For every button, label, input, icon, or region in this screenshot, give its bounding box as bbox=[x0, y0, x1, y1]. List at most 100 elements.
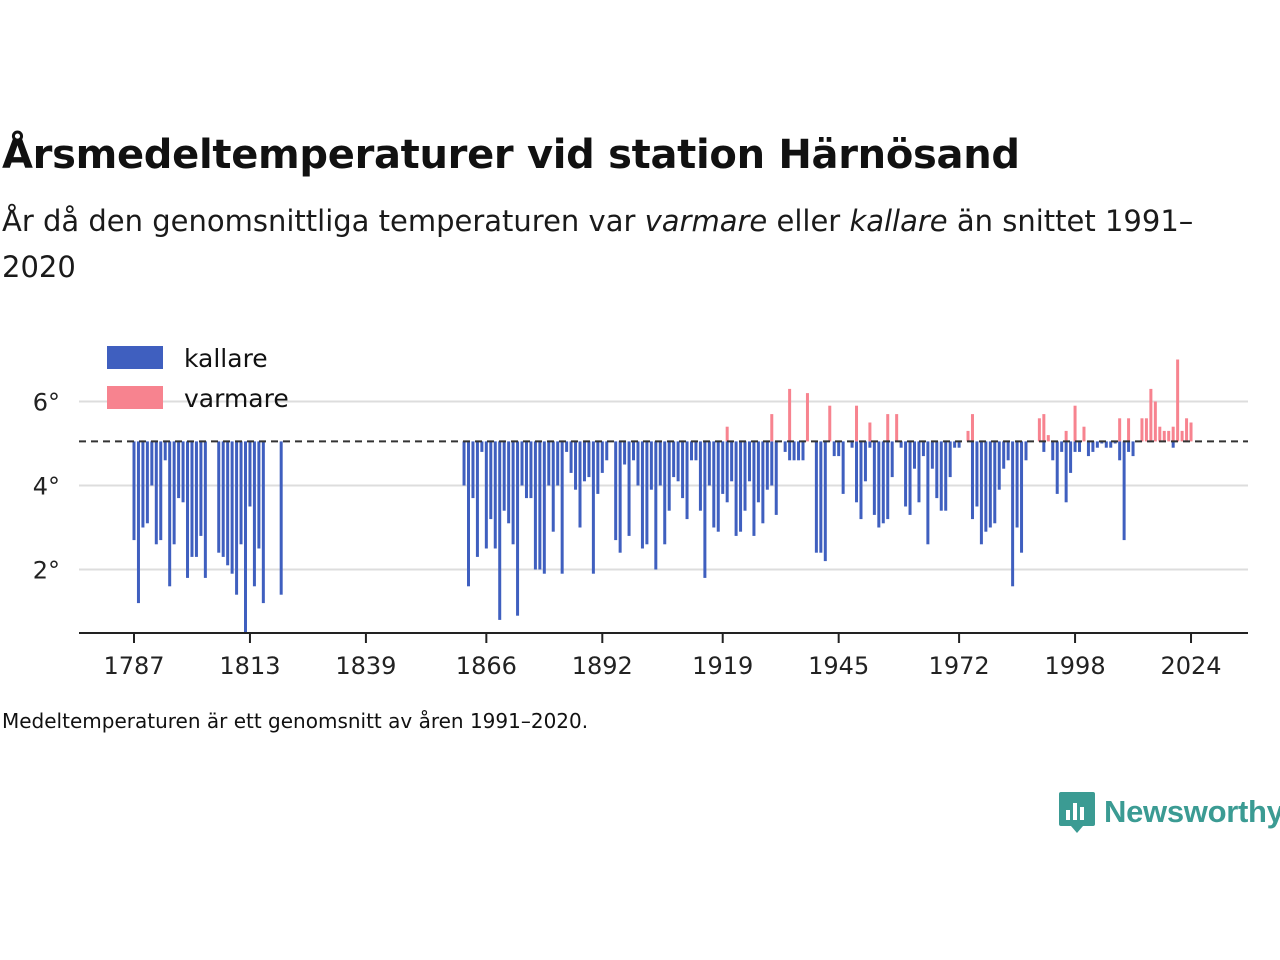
temperature-bar-chart: 2°4°6° 1787 1813 1839 1866 1892 1919 1945 1972 1… bbox=[33, 344, 1248, 680]
bar-kallare bbox=[1015, 441, 1019, 528]
bar-kallare bbox=[636, 441, 640, 486]
bar-kallare bbox=[993, 441, 997, 524]
bar-kallare bbox=[565, 441, 569, 452]
bar-kallare bbox=[524, 441, 528, 499]
bar-kallare bbox=[832, 441, 836, 457]
bar-varmare bbox=[868, 422, 872, 442]
bar-kallare bbox=[690, 441, 693, 461]
bar-kallare bbox=[672, 441, 676, 478]
bar-kallare bbox=[716, 441, 720, 532]
bar-kallare bbox=[926, 441, 930, 545]
bar-kallare bbox=[203, 441, 207, 578]
bar-kallare bbox=[145, 441, 149, 524]
bar-varmare bbox=[805, 393, 809, 442]
ytick-label: 6° bbox=[33, 389, 60, 417]
bar-kallare bbox=[1100, 441, 1104, 444]
bar-varmare bbox=[1064, 430, 1068, 442]
bar-kallare bbox=[520, 441, 524, 486]
bar-kallare bbox=[997, 441, 1001, 490]
brand-name: Newsworthy bbox=[1104, 794, 1280, 829]
bar-kallare bbox=[859, 441, 863, 520]
bar-kallare bbox=[868, 441, 872, 448]
bar-kallare bbox=[663, 441, 667, 545]
bar-kallare bbox=[551, 441, 555, 532]
bar-varmare bbox=[1127, 418, 1131, 442]
bar-kallare bbox=[533, 441, 537, 570]
xtick-label: 1972 bbox=[929, 652, 990, 680]
bar-kallare bbox=[560, 441, 564, 574]
bar-kallare bbox=[1024, 441, 1028, 461]
bar-kallare bbox=[886, 441, 890, 520]
subtitle-cold-word: kallare bbox=[849, 204, 948, 238]
bar-kallare bbox=[1078, 441, 1082, 452]
bar-kallare bbox=[935, 441, 939, 499]
xtick-label: 2024 bbox=[1160, 652, 1221, 680]
bar-kallare bbox=[475, 441, 479, 557]
bar-kallare bbox=[542, 441, 546, 574]
bar-varmare bbox=[1162, 430, 1166, 442]
bar-kallare bbox=[694, 441, 698, 461]
bar-varmare bbox=[966, 430, 970, 442]
bar-kallare bbox=[502, 441, 506, 511]
bar-kallare bbox=[163, 441, 167, 461]
bar-kallare bbox=[627, 441, 631, 536]
bar-varmare bbox=[1144, 418, 1148, 442]
bar-kallare bbox=[244, 441, 247, 633]
bar-kallare bbox=[1060, 441, 1064, 452]
bar-kallare bbox=[939, 441, 943, 511]
bar-varmare bbox=[1118, 418, 1122, 442]
bar-varmare bbox=[895, 414, 899, 442]
bar-kallare bbox=[547, 441, 551, 486]
bar-kallare bbox=[614, 441, 618, 541]
bar-kallare bbox=[257, 441, 261, 549]
bar-varmare bbox=[1176, 359, 1180, 442]
footnote: Medeltemperaturen är ett genomsnitt av å… bbox=[2, 709, 589, 733]
bar-kallare bbox=[168, 441, 172, 587]
bar-varmare bbox=[1167, 430, 1171, 442]
bar-varmare bbox=[1073, 405, 1077, 442]
bar-varmare bbox=[1149, 388, 1153, 442]
bar-kallare bbox=[734, 441, 738, 536]
bar-kallare bbox=[172, 441, 176, 545]
bar-kallare bbox=[676, 441, 680, 482]
bar-kallare bbox=[788, 441, 792, 461]
bar-kallare bbox=[467, 441, 470, 587]
bar-kallare bbox=[988, 441, 992, 528]
bar-kallare bbox=[899, 441, 903, 448]
xtick-label: 1998 bbox=[1045, 652, 1106, 680]
bar-kallare bbox=[890, 441, 894, 478]
bar-kallare bbox=[814, 441, 818, 553]
bar-varmare bbox=[1189, 422, 1193, 442]
bar-kallare bbox=[881, 441, 885, 524]
bar-kallare bbox=[489, 441, 493, 520]
bar-kallare bbox=[516, 441, 520, 616]
bar-kallare bbox=[756, 441, 760, 503]
bar-kallare bbox=[872, 441, 876, 515]
bar-kallare bbox=[681, 441, 685, 499]
bar-kallare bbox=[1064, 441, 1068, 503]
bar-kallare bbox=[752, 441, 756, 536]
bar-kallare bbox=[578, 441, 582, 528]
ytick-label: 2° bbox=[33, 557, 60, 585]
bar-kallare bbox=[252, 441, 256, 587]
bar-varmare bbox=[770, 414, 774, 442]
bar-kallare bbox=[574, 441, 578, 490]
bar-kallare bbox=[1113, 441, 1117, 444]
bar-kallare bbox=[703, 441, 707, 578]
bar-kallare bbox=[721, 441, 725, 494]
chart-title: Årsmedeltemperaturer vid station Härnösa… bbox=[2, 132, 1020, 178]
bar-kallare bbox=[921, 441, 925, 457]
bar-kallare bbox=[850, 441, 854, 448]
x-axis-ticks: 1787 1813 1839 1866 1892 1919 1945 1972 1998 2024 bbox=[103, 633, 1222, 680]
bar-varmare bbox=[970, 414, 974, 442]
bar-kallare bbox=[605, 441, 609, 461]
y-axis-ticks: 2° 4° 6° bbox=[33, 389, 60, 585]
bar-kallare bbox=[221, 441, 225, 557]
bar-varmare bbox=[855, 405, 859, 442]
bar-kallare bbox=[632, 441, 636, 461]
bar-kallare bbox=[783, 441, 787, 452]
bar-kallare bbox=[484, 441, 488, 549]
bar-varmare bbox=[1046, 435, 1050, 442]
bar-kallare bbox=[600, 441, 604, 473]
bar-kallare bbox=[841, 441, 845, 494]
